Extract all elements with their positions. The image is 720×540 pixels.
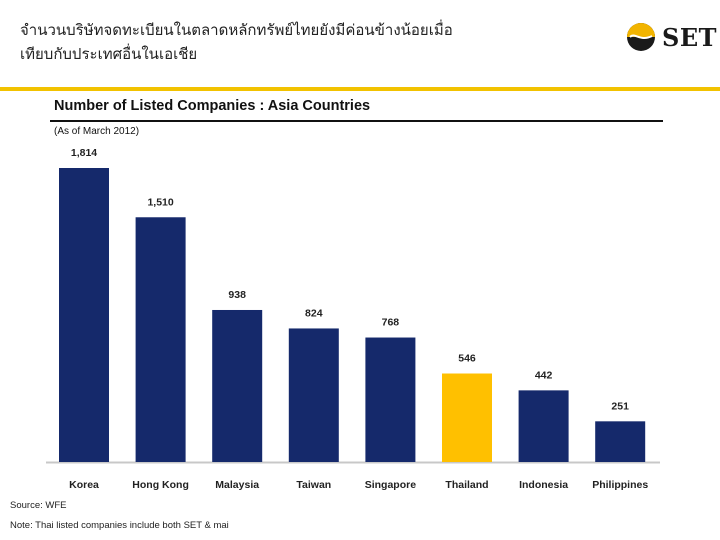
bar-indonesia <box>518 390 569 462</box>
bar-singapore <box>365 337 416 462</box>
set-logo-icon <box>627 23 655 51</box>
data-label: 768 <box>382 317 400 329</box>
bar-korea <box>59 168 109 462</box>
data-label: 1,814 <box>71 147 97 159</box>
data-label: 1,510 <box>147 196 173 208</box>
set-logo-text: SET <box>662 22 717 52</box>
set-logo: SET <box>626 22 717 52</box>
data-label: 546 <box>458 353 476 365</box>
category-label: Taiwan <box>296 479 331 491</box>
data-label: 824 <box>305 307 323 319</box>
footnote: Note: Thai listed companies include both… <box>10 520 229 531</box>
bar-hong-kong <box>135 217 186 462</box>
category-label: Philippines <box>592 479 648 491</box>
page-title: จำนวนบริษัทจดทะเบียนในตลาดหลักทรัพย์ไทยย… <box>20 18 580 66</box>
bar-thailand <box>442 373 492 462</box>
bar-taiwan <box>288 328 339 462</box>
data-label: 938 <box>228 289 246 301</box>
chart-title-underline <box>50 120 663 122</box>
page-title-line-1: จำนวนบริษัทจดทะเบียนในตลาดหลักทรัพย์ไทยย… <box>20 21 453 39</box>
data-label: 442 <box>535 369 553 381</box>
category-label: Thailand <box>445 479 488 491</box>
category-label: Indonesia <box>519 479 568 491</box>
category-label: Malaysia <box>215 479 259 491</box>
category-label: Hong Kong <box>132 479 189 491</box>
bar-philippines <box>595 421 646 462</box>
page-title-line-2: เทียบกับประเทศอื่นในเอเชีย <box>20 45 198 63</box>
chart-title: Number of Listed Companies : Asia Countr… <box>54 98 371 114</box>
bar-malaysia <box>212 309 263 462</box>
category-label: Korea <box>69 479 99 491</box>
header-divider <box>0 87 720 91</box>
chart-subtitle: (As of March 2012) <box>54 126 140 137</box>
source-note: Source: WFE <box>10 500 67 511</box>
data-label: 251 <box>611 400 629 412</box>
category-label: Singapore <box>365 479 417 491</box>
